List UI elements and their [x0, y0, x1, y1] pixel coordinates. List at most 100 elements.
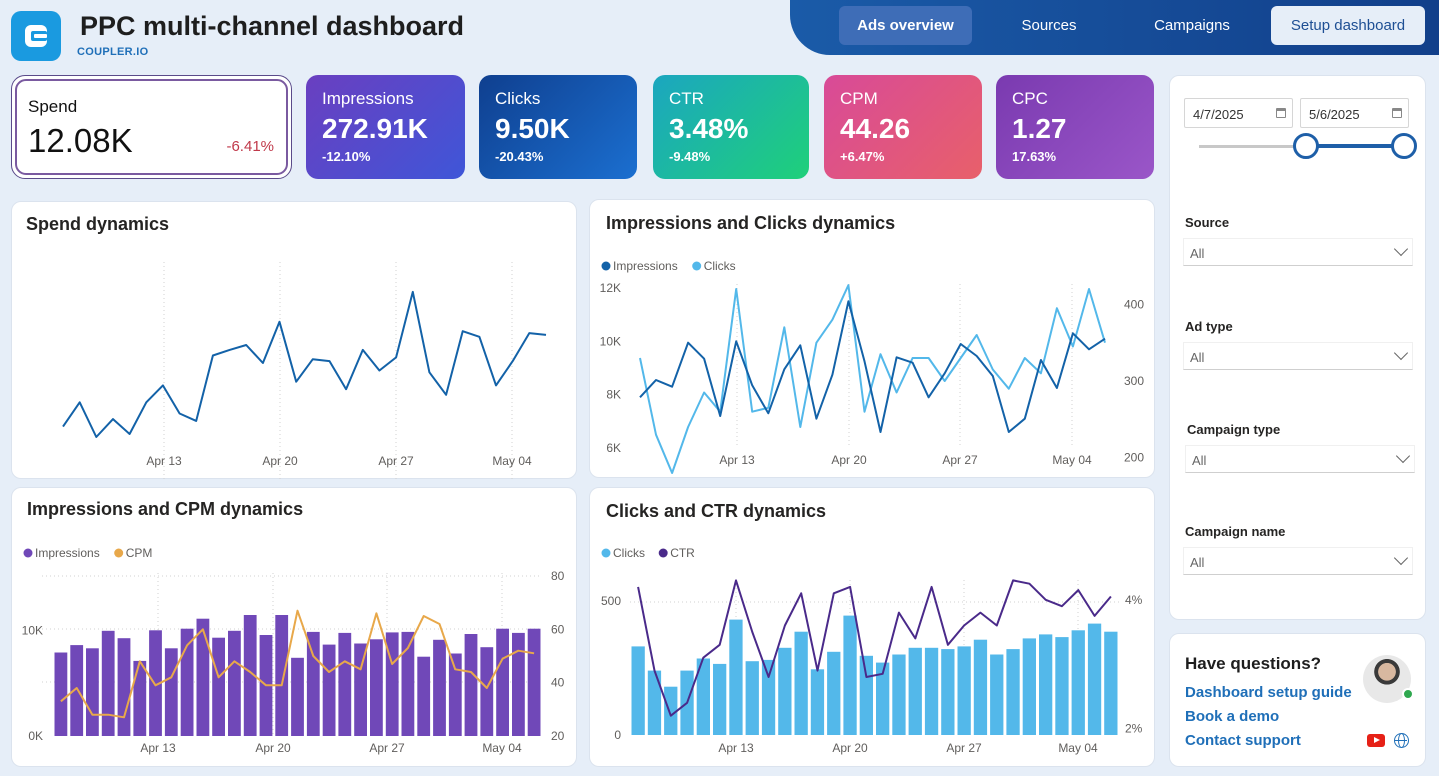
ad-type-filter-select[interactable]: All [1183, 342, 1413, 370]
y-tick-label-right: 40 [551, 676, 565, 690]
nav-campaigns[interactable]: Campaigns [1154, 17, 1230, 34]
y-tick-label-left: 12K [600, 281, 621, 295]
x-tick-label: Apr 27 [942, 453, 978, 467]
clicks-bar [1022, 638, 1036, 735]
kpi-spend-label: Spend [28, 97, 78, 116]
y-tick-label-left: 6K [606, 441, 621, 455]
nav-ads-overview[interactable]: Ads overview [839, 6, 972, 45]
impressions-bar [180, 628, 194, 736]
x-tick-label: May 04 [482, 741, 522, 755]
chevron-down-icon[interactable] [1395, 448, 1411, 464]
online-status-icon [1402, 688, 1414, 700]
impressions-bar [385, 632, 399, 736]
impressions-cpm-chart[interactable]: Impressions CPM 0K 10K 20 40 60 80 Apr 13 Apr 20 A… [12, 488, 578, 768]
book-demo-link[interactable]: Book a demo [1185, 708, 1280, 725]
ad-type-filter-label: Ad type [1185, 319, 1233, 334]
campaign-name-filter-select[interactable]: All [1183, 547, 1413, 575]
chevron-down-icon[interactable] [1393, 345, 1409, 361]
impressions-clicks-panel: Impressions and Clicks dynamics Impressi… [589, 199, 1155, 478]
help-title: Have questions? [1185, 654, 1322, 673]
impressions-bar [338, 632, 352, 736]
source-filter-select[interactable]: All [1183, 238, 1413, 266]
coupler-logo [11, 11, 61, 61]
legend-marker [692, 261, 702, 271]
kpi-cpc: CPC 1.27 17.63% [996, 75, 1154, 179]
date-slider-handle-end[interactable] [1391, 133, 1417, 159]
chevron-down-icon[interactable] [1393, 550, 1409, 566]
x-tick-label: Apr 13 [718, 741, 754, 755]
impressions-bar [417, 656, 431, 736]
globe-icon[interactable] [1394, 733, 1409, 748]
calendar-icon[interactable] [1392, 108, 1402, 118]
youtube-icon[interactable] [1367, 734, 1385, 747]
coupler-logo-icon [25, 25, 47, 47]
clicks-ctr-chart[interactable]: Clicks CTR 0 500 2% 4% Apr 13 Apr 20 Apr 27 May 0… [590, 488, 1156, 768]
impressions-clicks-chart[interactable]: Impressions Clicks 6K 8K 10K 12K 200 300 400 Apr … [590, 200, 1156, 479]
clicks-bar [908, 647, 922, 735]
x-tick-label: Apr 20 [831, 453, 867, 467]
kpi-cpm-label: CPM [840, 89, 878, 108]
campaign-name-filter-label: Campaign name [1185, 524, 1286, 539]
x-tick-label: Apr 27 [369, 741, 405, 755]
kpi-spend-value: 12.08K [28, 122, 133, 159]
spend-line [62, 290, 547, 438]
nav-setup-dashboard[interactable]: Setup dashboard [1271, 6, 1425, 45]
y-tick-label-left: 8K [606, 388, 621, 402]
kpi-impressions: Impressions 272.91K -12.10% [306, 75, 465, 179]
impressions-bar [196, 618, 210, 736]
impressions-bar [306, 631, 320, 736]
dashboard-setup-guide-link[interactable]: Dashboard setup guide [1185, 684, 1352, 701]
clicks-bar [696, 658, 710, 735]
impressions-bar [54, 652, 68, 736]
ad-type-filter-value: All [1190, 350, 1205, 365]
y-tick-label-left: 10K [600, 334, 621, 348]
date-to-value: 5/6/2025 [1309, 107, 1360, 122]
date-slider-handle-start[interactable] [1293, 133, 1319, 159]
date-from-input[interactable]: 4/7/2025 [1184, 98, 1293, 128]
impressions-bar [164, 648, 178, 736]
kpi-cpm-delta: +6.47% [840, 149, 885, 164]
clicks-bar [990, 654, 1004, 735]
page-title: PPC multi-channel dashboard [80, 11, 465, 41]
impressions-bar [133, 660, 147, 736]
x-tick-label: Apr 27 [946, 741, 982, 755]
clicks-bar [631, 646, 645, 735]
impressions-bar [86, 648, 99, 736]
kpi-cpc-value: 1.27 [1012, 113, 1067, 144]
clicks-bar [729, 619, 743, 735]
contact-support-link[interactable]: Contact support [1185, 732, 1301, 749]
chevron-down-icon[interactable] [1393, 241, 1409, 257]
source-filter-value: All [1190, 246, 1205, 261]
clicks-bar [973, 639, 988, 735]
campaign-type-filter-select[interactable]: All [1185, 445, 1415, 473]
clicks-bar [664, 686, 678, 735]
impressions-cpm-title: Impressions and CPM dynamics [27, 499, 304, 519]
impressions-bar [149, 630, 162, 736]
kpi-spend-frame [15, 79, 288, 175]
clicks-ctr-title: Clicks and CTR dynamics [606, 501, 827, 521]
kpi-clicks-value: 9.50K [495, 113, 570, 144]
header: PPC multi-channel dashboard COUPLER.IO A… [0, 0, 1439, 62]
clicks-bar [1071, 630, 1085, 735]
impressions-bar [496, 628, 509, 736]
y-tick-label-right: 300 [1124, 374, 1144, 388]
impressions-bar [464, 634, 478, 736]
date-to-input[interactable]: 5/6/2025 [1300, 98, 1409, 128]
y-tick-label-left: 10K [22, 623, 43, 637]
x-tick-label: Apr 13 [146, 454, 182, 468]
kpi-impressions-value: 272.91K [322, 113, 428, 144]
calendar-icon[interactable] [1276, 108, 1286, 118]
clicks-bar [761, 659, 776, 735]
legend-label: CPM [126, 546, 153, 560]
clicks-bar [810, 669, 825, 735]
date-from-value: 4/7/2025 [1193, 107, 1244, 122]
campaign-type-filter-value: All [1192, 453, 1207, 468]
impressions-bar [401, 631, 415, 736]
impressions-bar [354, 643, 367, 736]
impressions-bar [291, 657, 304, 736]
y-tick-label-right: 60 [551, 622, 565, 636]
nav-sources[interactable]: Sources [1021, 17, 1077, 34]
y-tick-label-left: 0 [614, 728, 621, 742]
